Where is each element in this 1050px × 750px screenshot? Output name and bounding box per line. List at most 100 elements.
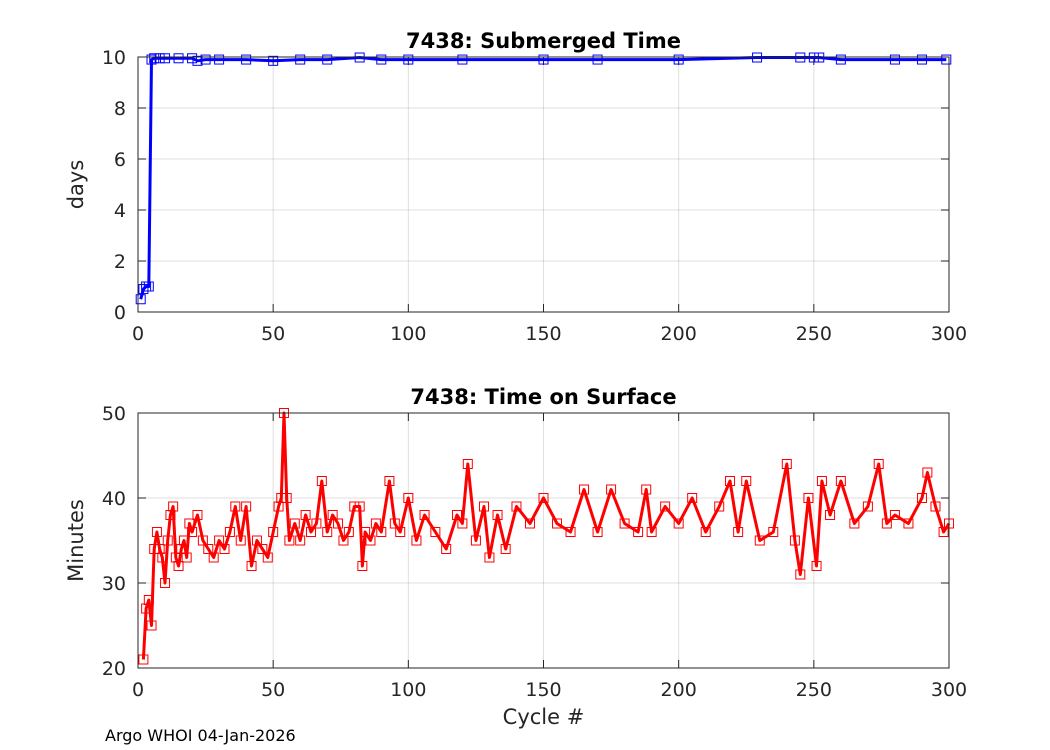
data-point-marker [835,54,846,65]
data-point-marker [673,518,684,529]
data-point-marker [376,54,387,65]
x-tick-label: 250 [796,323,832,345]
data-point-marker [203,544,214,554]
data-point-marker [524,518,535,529]
data-point-marker [295,535,306,546]
data-point-marker [157,552,168,563]
data-point-marker [149,53,160,64]
data-point-marker [741,476,752,486]
data-point-marker [687,493,698,503]
x-tick-label: 200 [661,679,697,701]
data-point-marker [430,527,441,537]
data-point-marker [881,518,892,529]
y-tick-label: 0 [114,302,126,324]
data-point-marker [511,501,522,512]
data-point-marker [889,510,900,520]
data-point-marker [224,527,235,537]
data-point-marker [192,510,203,520]
chart-title: 7438: Time on Surface [410,385,676,409]
data-point-marker [160,53,171,64]
data-point-marker [241,501,252,512]
surface-time-panel: 0 50 100 150 200 250 300 20 30 40 50 7438: Time on … [64,385,967,729]
data-point-marker [814,52,825,63]
data-point-marker [230,501,241,512]
data-point-marker [873,459,884,469]
data-point-marker [187,53,198,64]
data-point-marker [173,561,184,571]
data-point-marker [349,501,360,512]
data-point-marker [538,54,549,65]
series-line [141,411,951,660]
data-point-marker [149,544,160,554]
data-point-marker [619,518,630,529]
data-point-marker [641,484,652,495]
y-axis-label: days [64,160,88,210]
x-tick-label: 200 [661,323,697,345]
data-point-marker [419,510,430,520]
data-point-marker [930,501,941,512]
data-point-marker [197,535,208,546]
data-point-marker [251,535,262,546]
data-point-marker [200,54,211,65]
data-point-marker [606,484,617,495]
data-point-marker [849,518,860,529]
data-point-marker [916,493,927,503]
x-tick-label: 150 [525,323,561,345]
data-point-marker [660,501,671,512]
data-point-marker [138,654,149,665]
data-point-marker [565,527,576,537]
axes-frame [137,412,950,669]
data-point-marker [816,476,827,486]
data-point-marker [295,54,306,65]
data-point-marker [338,535,349,546]
data-point-marker [160,578,171,588]
data-point-marker [354,501,365,512]
data-point-marker [835,476,846,486]
data-point-marker [673,54,684,65]
data-point-marker [135,294,146,305]
data-point-marker [187,527,198,537]
data-point-marker [192,55,203,66]
data-point-marker [492,510,503,520]
data-point-marker [343,527,354,537]
data-point-marker [173,53,184,64]
data-point-marker [284,535,295,546]
data-point-marker [479,501,490,512]
plot-area [138,57,949,312]
data-point-marker [208,552,219,563]
data-point-marker [803,493,814,503]
data-point-marker [411,535,422,546]
chart-title: 7438: Submerged Time [406,29,681,53]
x-tick-label: 100 [390,323,426,345]
data-point-marker [154,53,165,64]
y-tick-label: 4 [114,200,126,222]
data-point-marker [579,484,590,495]
data-point-marker [360,527,371,537]
data-point-marker [306,527,317,537]
y-tick-label: 50 [102,403,126,425]
data-point-marker [768,527,779,537]
x-tick-label: 150 [525,679,561,701]
data-point-marker [162,535,173,546]
data-point-marker [862,501,873,512]
data-point-marker [922,467,933,478]
data-point-marker [384,476,395,486]
data-point-marker [281,493,292,503]
data-point-marker [138,284,149,295]
y-tick-label: 6 [114,149,126,171]
data-point-marker [322,54,333,65]
data-point-marker [143,595,154,605]
data-point-marker [457,518,468,529]
data-point-marker [938,527,949,537]
data-point-marker [268,55,279,66]
data-point-marker [441,544,452,554]
data-point-marker [552,518,563,529]
data-point-marker [700,527,711,537]
data-point-marker [403,493,414,503]
data-point-marker [633,527,644,537]
x-tick-label: 50 [261,323,285,345]
x-tick-label: 250 [796,679,832,701]
y-tick-label: 8 [114,98,126,120]
data-point-marker [646,527,657,537]
